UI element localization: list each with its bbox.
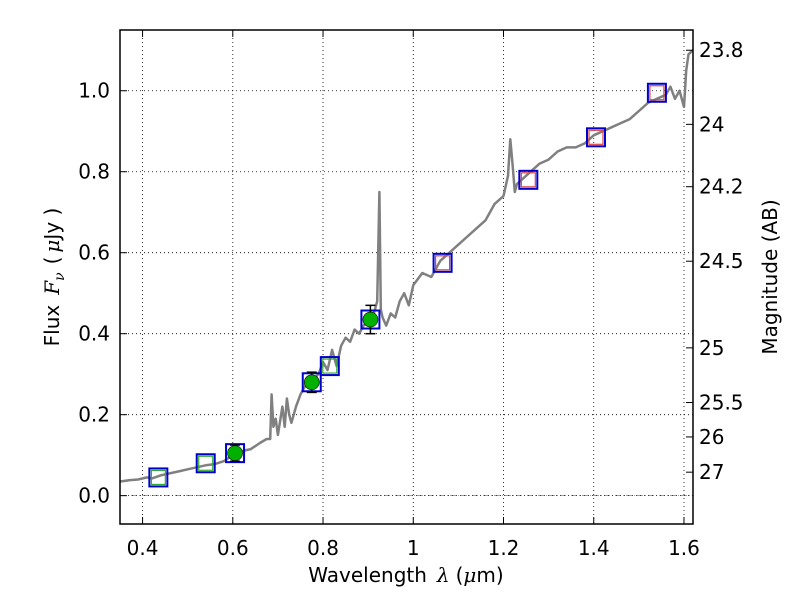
y-tick-label: 0.6 [78,241,110,265]
magnitude-tick-label: 23.8 [699,38,744,62]
x-tick-label: 0.6 [217,536,249,560]
photometry-square [322,358,338,374]
axes-frame [119,29,694,525]
magnitude-tick-label: 24 [699,112,724,136]
magnitude-tick-label: 27 [699,460,724,484]
y-tick-label: 1.0 [78,79,110,103]
photometry-square [518,169,539,190]
x-tick-label: 0.8 [307,536,339,560]
magnitude-tick-label: 25.5 [699,391,744,415]
y-tick-label: 0.4 [78,322,110,346]
y-tick-label: 0.8 [78,160,110,184]
photometry-square [520,172,536,188]
photometry-square [225,443,246,464]
plot-area [120,49,693,496]
photometry-square [588,129,604,145]
x-tick-label: 0.4 [127,536,159,560]
axis-ticks: 0.4 0.6 0.8 1 1.2 1.4 1.6 0.0 0.2 0.4 0.6 0.8 1.0 23.… [78,30,744,560]
photometry-square [585,127,606,148]
photometry-square [150,469,166,486]
photometry-square [198,455,214,471]
photometry-square [195,453,216,474]
right-axis-title: Magnitude (AB) [758,199,782,354]
photometry-square [319,356,340,377]
flux-point [362,311,379,328]
magnitude-tick-label: 25 [699,336,724,360]
y-tick-label: 0.2 [78,403,110,427]
x-tick-label: 1.2 [488,536,520,560]
y-axis-title: FluxFν(μJy ) [40,208,68,347]
photometry-square [148,467,169,488]
x-tick-label: 1 [407,536,420,560]
magnitude-tick-label: 24.5 [699,249,744,273]
flux-point [227,445,243,461]
photometry-square [649,85,665,101]
x-axis-title: Wavelength λ (μm) [308,563,503,587]
photometry-square [432,252,453,273]
magnitude-tick-label: 26 [699,425,724,449]
magnitude-tick-label: 24.2 [699,175,744,199]
x-tick-label: 1.6 [668,536,700,560]
flux-point [303,374,320,391]
x-tick-label: 1.4 [578,536,610,560]
photometry-square [646,82,667,103]
photometry-square [434,255,451,271]
y-tick-label: 0.0 [78,484,110,508]
